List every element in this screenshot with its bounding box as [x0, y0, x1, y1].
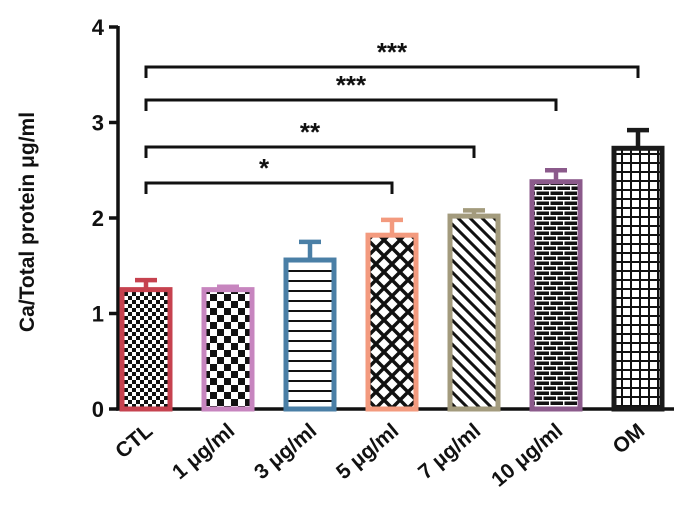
- y-tick-label: 1: [92, 302, 104, 327]
- x-tick-label: 5 μg/ml: [332, 419, 403, 484]
- y-tick-label: 0: [92, 397, 104, 422]
- y-tick-label: 3: [92, 111, 104, 136]
- significance-label: ***: [336, 70, 367, 100]
- significance-label: *: [259, 153, 270, 183]
- x-tick-label: OM: [609, 419, 650, 458]
- x-tick-label: 7 μg/ml: [414, 419, 485, 484]
- y-tick-label: 2: [92, 206, 104, 231]
- bar: [204, 290, 252, 409]
- significance-label: ***: [377, 37, 408, 67]
- bar: [368, 235, 416, 409]
- y-axis-title: Ca/Total protein μg/ml: [16, 112, 39, 332]
- significance-bracket: [146, 100, 556, 111]
- bar: [450, 216, 498, 409]
- y-tick-label: 4: [92, 15, 105, 40]
- bars: [122, 130, 662, 409]
- significance-label: **: [300, 117, 321, 147]
- x-tick-label: 1 μg/ml: [168, 419, 239, 484]
- significance-bracket: [146, 183, 392, 194]
- bar: [286, 260, 334, 409]
- bar: [532, 182, 580, 409]
- x-tick-label: 3 μg/ml: [250, 419, 321, 484]
- bar: [614, 148, 662, 409]
- x-tick-label: 10 μg/ml: [487, 419, 567, 491]
- bar: [122, 290, 170, 409]
- significance-bracket: [146, 67, 638, 78]
- significance-bracket: [146, 147, 474, 158]
- x-tick-label: CTL: [111, 419, 157, 463]
